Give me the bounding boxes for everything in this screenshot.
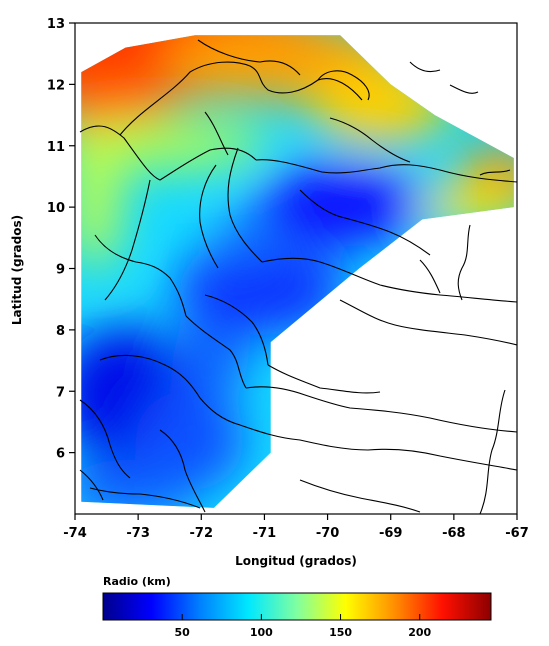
x-tick-label: -73 <box>126 526 150 541</box>
x-axis: -74 -73 -72 -71 -70 -69 -68 -67 <box>63 514 529 541</box>
x-tick-label: -72 <box>190 526 214 541</box>
colorbar-tick-label: 50 <box>175 626 191 639</box>
colorbar-ticks: 50 100 150 200 <box>175 614 432 639</box>
y-axis-title: Latitud (grados) <box>10 215 24 325</box>
y-axis: 6 7 8 9 10 11 12 13 <box>47 17 75 462</box>
y-tick-label: 12 <box>47 78 65 93</box>
y-tick-label: 8 <box>56 324 65 339</box>
y-tick-label: 10 <box>47 201 65 216</box>
y-tick-label: 9 <box>56 263 65 278</box>
y-tick-label: 7 <box>56 385 65 400</box>
colorbar <box>102 592 492 621</box>
x-axis-title: Longitud (grados) <box>235 554 357 568</box>
colorbar-tick-label: 100 <box>250 626 273 639</box>
x-tick-label: -70 <box>316 526 340 541</box>
map-borders <box>79 39 517 514</box>
x-tick-label: -67 <box>505 526 529 541</box>
colorbar-tick-label: 150 <box>329 626 352 639</box>
colorbar-tick-label: 200 <box>408 626 431 639</box>
colorbar-title: Radio (km) <box>103 575 171 588</box>
x-tick-label: -71 <box>253 526 277 541</box>
x-tick-label: -74 <box>63 526 87 541</box>
y-tick-label: 11 <box>47 140 65 155</box>
x-tick-label: -68 <box>442 526 466 541</box>
y-tick-label: 13 <box>47 17 65 32</box>
y-tick-label: 6 <box>56 447 65 462</box>
x-tick-label: -69 <box>379 526 403 541</box>
